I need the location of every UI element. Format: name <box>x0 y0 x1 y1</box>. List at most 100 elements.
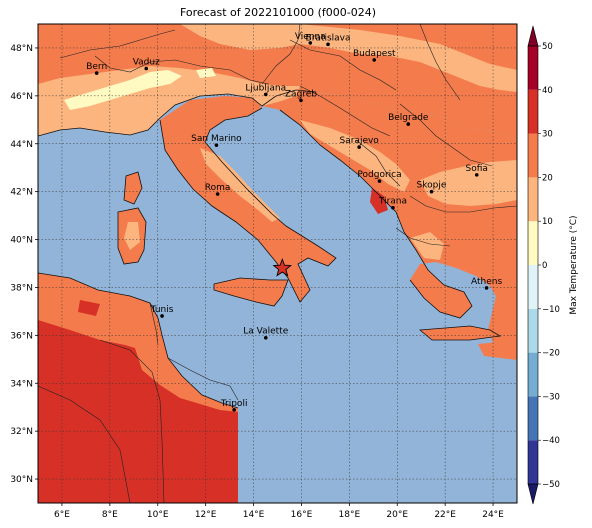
city-label: Tripoli <box>220 399 248 409</box>
map-title: Forecast of 2022101000 (f000-024) <box>179 6 377 19</box>
colorbar-over-arrow <box>527 25 539 47</box>
colorbar-level <box>528 352 538 397</box>
city-label: Bratislava <box>306 33 351 43</box>
central-europe-cool-zone <box>38 24 517 92</box>
city-dot <box>484 286 489 290</box>
city-label: Zagreb <box>285 89 317 99</box>
city-dot <box>372 58 377 62</box>
lat-tick-label: 36°N <box>10 331 33 341</box>
colorbar-level <box>528 396 538 441</box>
colorbar-tick-label: −10 <box>542 305 560 315</box>
city-label: Ljubljana <box>245 83 286 93</box>
city-dot <box>474 173 479 177</box>
lat-tick-label: 44°N <box>10 140 33 150</box>
lon-tick-label: 18°E <box>339 510 361 520</box>
sardinia-cool-zone <box>124 222 140 250</box>
colorbar <box>527 25 539 505</box>
map-frame <box>37 23 518 504</box>
colorbar-under-arrow <box>527 483 539 505</box>
city-label: La Valette <box>243 327 288 337</box>
colorbar-level <box>528 133 538 178</box>
country-borders <box>38 24 517 503</box>
colorbar-tick-label: −40 <box>542 436 560 446</box>
alpine-cold-zone-east <box>196 68 216 78</box>
apennine-cool-zone <box>200 148 280 222</box>
balkan-cool-zone <box>300 120 410 192</box>
city-dot <box>357 145 361 149</box>
turkey-south-land <box>478 340 517 360</box>
city-label: Athens <box>471 277 502 287</box>
colorbar-tick-label: 0 <box>542 261 547 271</box>
city-label: Skopje <box>417 181 447 191</box>
lat-tick-label: 34°N <box>10 379 33 389</box>
colorbar-tick-label: −20 <box>542 349 560 359</box>
north-africa-hot-zone <box>38 320 238 503</box>
lon-tick-label: 16°E <box>291 510 313 520</box>
forecast-location-star-icon <box>272 258 292 277</box>
city-dot <box>94 71 99 75</box>
balkans-land <box>262 90 517 318</box>
colorbar-level <box>528 221 538 265</box>
city-label: Podgorica <box>357 170 401 180</box>
colorbar-tick-label: −30 <box>542 392 560 402</box>
city-label: Bern <box>86 62 107 72</box>
alpine-cool-zone <box>38 66 300 136</box>
colorbar-tick-label: 30 <box>542 130 553 140</box>
colorbar-level <box>528 308 538 353</box>
city-dot <box>214 143 219 147</box>
colorbar-tick-label: 40 <box>542 86 553 96</box>
latitude-ticks: 30°N 32°N 34°N 36°N 38°N 40°N 42°N 44°N 46°N 48°N <box>10 44 38 485</box>
city-dot <box>406 122 411 126</box>
coastlines <box>38 89 502 409</box>
lat-tick-label: 40°N <box>10 236 33 246</box>
colorbar-tick-label: 20 <box>542 173 553 183</box>
city-label: Tirana <box>378 197 407 207</box>
lon-tick-label: 22°E <box>434 510 456 520</box>
longitude-ticks: 6°E 8°E 10°E 12°E 14°E 16°E 18°E 20°E 22°E 24°E <box>54 503 504 520</box>
colorbar-tick-label: 50 <box>542 42 553 52</box>
city-dot <box>263 335 268 340</box>
lon-tick-label: 14°E <box>243 510 265 520</box>
alpine-cold-zone <box>64 70 182 110</box>
colorbar-level <box>528 46 538 90</box>
greece-cool-zone <box>410 232 444 260</box>
city-label: Vienna <box>295 32 326 42</box>
colorbar-tick-label: 10 <box>542 217 553 227</box>
city-dot <box>391 205 395 210</box>
city-dot <box>144 66 149 71</box>
graticule <box>38 24 517 503</box>
colorbar-level <box>528 89 538 134</box>
balkan-warm-zone <box>370 188 388 214</box>
lon-tick-label: 20°E <box>386 510 408 520</box>
colorbar-label: Max Temperature (°C) <box>569 215 579 314</box>
lon-tick-label: 12°E <box>195 510 217 520</box>
city-dot <box>429 189 434 194</box>
colorbar-level <box>528 440 538 484</box>
city-dot <box>326 42 330 47</box>
city-dot <box>232 408 236 412</box>
lon-tick-label: 6°E <box>54 510 70 520</box>
lat-tick-label: 30°N <box>10 475 33 485</box>
lon-tick-label: 24°E <box>482 510 504 520</box>
lon-tick-label: 8°E <box>102 510 118 520</box>
city-dot <box>263 92 268 97</box>
colorbar-level <box>528 177 538 222</box>
colorbar-tick-label: −50 <box>542 480 560 490</box>
lon-tick-label: 10°E <box>147 510 169 520</box>
city-dot <box>299 98 303 103</box>
city-label: Sofia <box>466 164 488 174</box>
sicily-land <box>214 278 288 306</box>
city-dot <box>308 41 313 45</box>
city-label: Sarajevo <box>340 136 380 146</box>
lat-tick-label: 32°N <box>10 427 33 437</box>
crete-land <box>420 326 500 340</box>
colorbar-level <box>528 265 538 309</box>
city-label: Vaduz <box>133 58 160 68</box>
lat-tick-label: 46°N <box>10 92 33 102</box>
lat-tick-label: 48°N <box>10 44 33 54</box>
city-label: Belgrade <box>388 113 429 123</box>
colorbar-ticks: −50 −40 −30 −20 −10 0 10 20 30 40 50 <box>538 42 560 490</box>
